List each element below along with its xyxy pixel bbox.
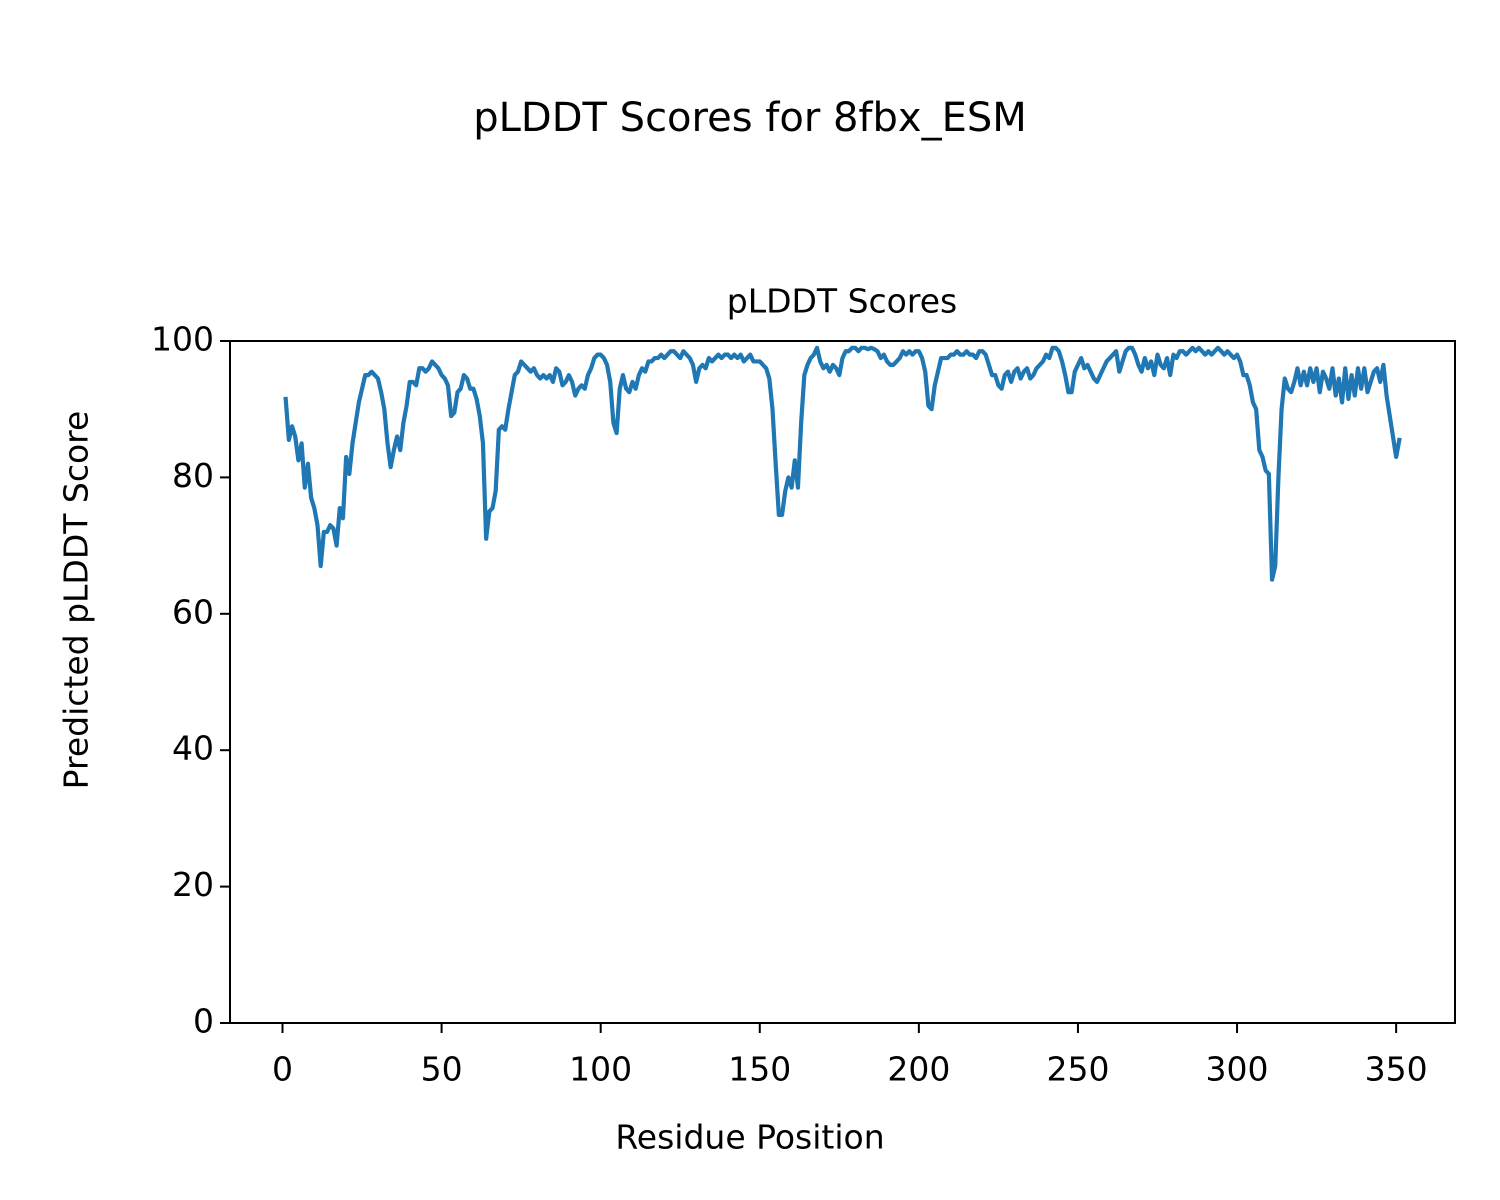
y-tick-label: 20	[172, 865, 214, 904]
y-axis-label: Predicted pLDDT Score	[57, 411, 96, 790]
y-tick-label: 40	[172, 729, 214, 768]
x-tick-label: 100	[569, 1050, 632, 1089]
y-tick-label: 80	[172, 456, 214, 495]
x-tick-label: 300	[1206, 1050, 1269, 1089]
axes-frame	[229, 340, 1456, 1024]
x-tick-label: 0	[272, 1050, 293, 1089]
x-tick-label: 150	[728, 1050, 791, 1089]
data-line	[283, 345, 1402, 582]
y-tick-label: 60	[172, 592, 214, 631]
x-tick-label: 50	[421, 1050, 463, 1089]
y-tick-label: 100	[151, 320, 214, 359]
x-tick-label: 250	[1046, 1050, 1109, 1089]
figure-title: pLDDT Scores for 8fbx_ESM	[473, 95, 1027, 141]
x-axis-label: Residue Position	[615, 1118, 884, 1157]
y-tick-label: 0	[193, 1002, 214, 1041]
x-tick-label: 200	[887, 1050, 950, 1089]
axes-title: pLDDT Scores	[727, 282, 957, 321]
x-tick-label: 350	[1365, 1050, 1428, 1089]
